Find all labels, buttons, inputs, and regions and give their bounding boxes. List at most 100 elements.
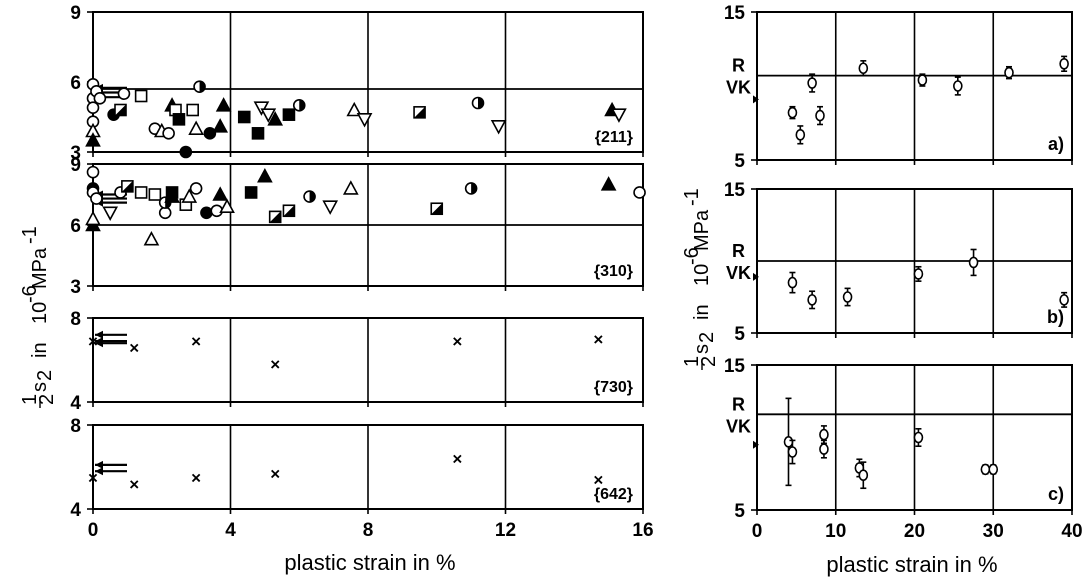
panel-211-point (251, 127, 265, 140)
panel-730-reference-arrow (95, 330, 127, 339)
panel-310-point (134, 186, 148, 199)
panel-642-ytick-label: 8 (70, 416, 81, 437)
panel-b: 5 15 RVK b) (724, 180, 1073, 345)
right-ylab-unit-rest: MPa (691, 209, 713, 251)
panel-c-vk-marker (753, 440, 759, 449)
panel-730-point: × (452, 332, 462, 351)
panel-c-xtick-label: 20 (904, 521, 925, 542)
panel-211-point (172, 113, 186, 126)
panel-642-xtick-label: 4 (225, 520, 236, 541)
left-ylab-sub: 2 (34, 370, 56, 381)
right-x-axis-title: plastic strain in % (826, 552, 997, 577)
panel-211-ytick-label: 6 (70, 73, 81, 94)
panel-211-point (611, 108, 627, 123)
right-ylab-unit-base: 10 (691, 264, 713, 286)
panel-211-point (162, 127, 175, 140)
panel-310-point (102, 206, 119, 221)
panel-211-point (186, 103, 199, 117)
panel-310-ytick-label: 3 (70, 277, 81, 298)
panel-211-point (282, 108, 296, 121)
panel-310-point (90, 192, 103, 205)
panel-310-ytick-label: 6 (70, 216, 81, 237)
left-ylab-unit-exp: -6 (19, 285, 41, 303)
panel-211-point (260, 108, 277, 123)
panel-310-point-half (269, 211, 281, 223)
panel-211-point (346, 101, 363, 117)
panel-642-xtick-label: 12 (495, 520, 516, 541)
panel-b-point (968, 256, 979, 269)
panel-642-annotation: {642} (594, 486, 633, 503)
panel-211-point (215, 97, 232, 112)
panel-211: 3 6 9 {211} (70, 3, 644, 164)
panel-c: 5 15 0 10 20 30 40 RVK c) (724, 356, 1083, 542)
panel-211-point (188, 120, 204, 135)
panel-b-label-vk: VK (726, 263, 751, 283)
panel-c-label-r: R (732, 394, 745, 414)
panel-211-point (86, 101, 100, 114)
left-ylab-s: s (29, 382, 51, 392)
panel-b-ytick-label: 15 (724, 180, 746, 201)
panel-211-point (212, 118, 229, 133)
panel-642-xtick-label: 8 (363, 520, 374, 541)
left-ylab-unit-base: 10 (29, 302, 51, 324)
panel-211-point-half (477, 97, 484, 109)
left-x-axis-title: plastic strain in % (284, 550, 455, 575)
panel-c-label-vk: VK (726, 416, 751, 436)
panel-c-point (819, 443, 829, 455)
panel-730-point: × (593, 330, 603, 349)
panel-310-ytick-label: 9 (70, 155, 81, 176)
panel-a-label-r: R (732, 56, 745, 76)
panel-c-xtick-label: 10 (825, 521, 846, 542)
panels-layer: 369{211}369{310}48× × ××× ×{730}480 4 8 12 16× ×… (70, 3, 1082, 542)
panel-310-point (219, 198, 235, 213)
panel-310-point-half (309, 191, 316, 203)
right-ylab-unit-exp2: -1 (681, 188, 703, 206)
panel-c-point (980, 463, 991, 476)
panel-211-point (93, 92, 107, 105)
panel-310-point-half (471, 182, 477, 194)
panel-a-point (795, 129, 806, 141)
panel-b-annotation: b) (1047, 307, 1064, 327)
panel-b-ytick-label: 5 (734, 324, 745, 345)
panel-730-reference-arrow (95, 339, 127, 348)
right-y-axis-title: 1 2 s 2 in 10 -6 MPa -1 (681, 188, 720, 370)
panel-b-point (807, 294, 817, 306)
panel-642-ytick-label: 4 (70, 500, 81, 521)
panel-310-point (85, 210, 101, 226)
panel-642-point: × (452, 450, 462, 469)
panel-c-point (787, 446, 798, 458)
panel-c-point (988, 463, 999, 476)
panel-730-ytick-label: 8 (70, 309, 81, 330)
left-y-axis-title: 1 2 s 2 in 10 -6 MPa -1 (19, 226, 58, 408)
panel-310-point-half (431, 203, 443, 215)
panel-730-ytick-label: 4 (70, 393, 81, 414)
panel-310-point (600, 176, 617, 191)
panel-b-point (913, 268, 924, 280)
panel-730-point: × (191, 332, 201, 351)
panel-211-point-half (414, 106, 426, 118)
panel-730-point: × (88, 332, 98, 351)
left-ylab-unit-rest: MPa (29, 247, 51, 289)
panel-211-point-half (299, 99, 305, 111)
panel-c-xtick-label: 0 (752, 521, 763, 542)
panel-310-point-half (283, 205, 295, 217)
panel-b-point (1059, 294, 1069, 306)
left-ylab-half-num: 1 (19, 394, 41, 405)
panel-211-ytick-label: 9 (70, 3, 81, 24)
right-ylab-in: in (691, 304, 713, 320)
panel-642-reference-arrow (95, 467, 127, 476)
panel-310-point (322, 200, 339, 215)
panel-c-point (913, 431, 924, 444)
panel-211-point (237, 110, 251, 124)
panel-310-annotation: {310} (594, 263, 633, 280)
panel-a-point (1059, 57, 1069, 70)
panel-a-point (917, 74, 928, 86)
panel-a-point (953, 80, 963, 92)
panel-730-point: × (129, 338, 139, 357)
panel-310-point (158, 206, 172, 220)
panel-642-point: × (129, 475, 139, 494)
right-ylab-sub: 2 (696, 332, 718, 343)
panel-310-point-half (121, 180, 133, 192)
panel-310-point (257, 168, 273, 183)
panel-211-point (490, 120, 507, 135)
